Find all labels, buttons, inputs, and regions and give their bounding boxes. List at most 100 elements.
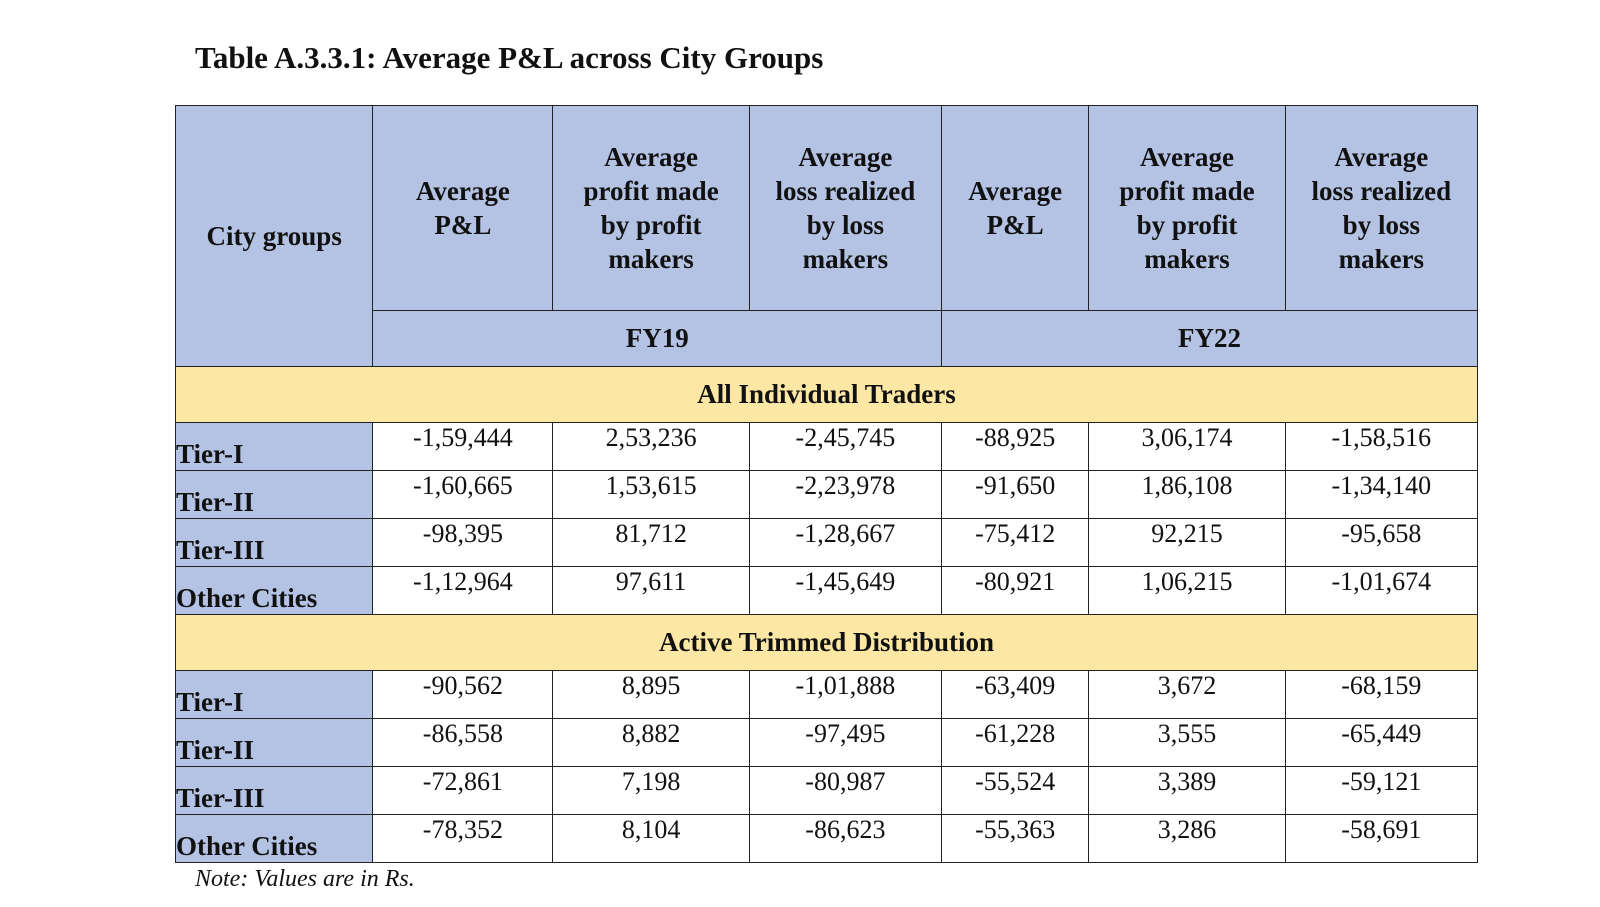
table-cell: 3,389	[1088, 766, 1286, 815]
table-cell: -1,12,964	[372, 566, 554, 615]
table-cell: -80,987	[748, 766, 943, 815]
table-cell: -2,23,978	[748, 470, 943, 519]
column-header-line: Average	[968, 176, 1063, 206]
column-header-line: makers	[608, 244, 694, 274]
section-title: All Individual Traders	[175, 366, 1478, 423]
table-cell: 8,882	[552, 718, 750, 767]
row-label: Tier-III	[174, 766, 374, 815]
row-label: Other Cities	[174, 566, 374, 615]
table-cell: -65,449	[1284, 718, 1479, 767]
table-cell: -55,524	[941, 766, 1090, 815]
column-header-line: profit made	[583, 176, 719, 206]
table-cell: -1,60,665	[372, 470, 554, 519]
table-cell: -86,558	[372, 718, 554, 767]
column-header-line: by profit	[600, 210, 702, 240]
year-row: FY19 FY22	[176, 310, 1478, 367]
table-cell: -1,01,674	[1284, 566, 1479, 615]
table-row: Tier-III -98,395 81,712 -1,28,667 -75,412 92,…	[174, 518, 1479, 567]
table-cell: 3,672	[1088, 670, 1286, 719]
column-header-line: P&L	[434, 210, 492, 240]
column-header-line: by profit	[1136, 210, 1238, 240]
table-cell: -1,01,888	[748, 670, 943, 719]
table-row: Tier-III -72,861 7,198 -80,987 -55,524 3,389-…	[174, 766, 1479, 815]
row-label: Tier-II	[174, 718, 374, 767]
table-row: Tier-II -1,60,665 1,53,615 -2,23,978 -91,650…	[174, 470, 1479, 519]
table-cell: 7,198	[552, 766, 750, 815]
table-cell: -61,228	[941, 718, 1090, 767]
table-cell: 1,53,615	[552, 470, 750, 519]
column-header: Average loss realized by loss makers	[748, 105, 943, 311]
table-cell: -1,45,649	[748, 566, 943, 615]
column-header-line: Average	[1334, 142, 1429, 172]
table-cell: 92,215	[1088, 518, 1286, 567]
table-cell: -78,352	[372, 814, 554, 863]
table-cell: -91,650	[941, 470, 1090, 519]
table-cell: -88,925	[941, 422, 1090, 471]
table-cell: -75,412	[941, 518, 1090, 567]
column-header-line: Average	[604, 142, 699, 172]
table-cell: -98,395	[372, 518, 554, 567]
table-cell: -95,658	[1284, 518, 1479, 567]
table-cell: -68,159	[1284, 670, 1479, 719]
column-header-line: makers	[1144, 244, 1230, 274]
table-cell: -1,58,516	[1284, 422, 1479, 471]
table-cell: 8,895	[552, 670, 750, 719]
table-cell: 1,86,108	[1088, 470, 1286, 519]
table-cell: -1,28,667	[748, 518, 943, 567]
table-row: Tier-I -90,562 8,895 -1,01,888 -63,409 3,672-…	[174, 670, 1479, 719]
table-cell: -86,623	[748, 814, 943, 863]
pl-table: City groups Average P&L Average profit m…	[174, 105, 1479, 863]
table-cell: -58,691	[1284, 814, 1479, 863]
table-cell: -55,363	[941, 814, 1090, 863]
table-cell: 3,286	[1088, 814, 1286, 863]
row-label: Tier-II	[174, 470, 374, 519]
row-label: Tier-I	[174, 670, 374, 719]
table-cell: -90,562	[372, 670, 554, 719]
column-header-line: by loss	[806, 210, 885, 240]
column-header: Average P&L	[941, 105, 1090, 311]
section-row: All Individual Traders	[175, 366, 1478, 423]
column-header-line: Average	[798, 142, 893, 172]
city-groups-header: City groups	[174, 105, 374, 367]
table-cell: 97,611	[552, 566, 750, 615]
table-cell: 81,712	[552, 518, 750, 567]
section-row: Active Trimmed Distribution	[175, 614, 1478, 671]
column-header-line: by loss	[1342, 210, 1420, 240]
table-cell: 3,555	[1088, 718, 1286, 767]
table-row: Tier-II -86,558 8,882 -97,495 -61,228 3,555 -6…	[174, 718, 1479, 767]
table-cell: -72,861	[372, 766, 554, 815]
table-row: Other Cities -1,12,964 97,611 -1,45,649 -80,…	[174, 566, 1479, 615]
year-header-fy22: FY22	[941, 310, 1478, 367]
table-note: Note: Values are in Rs.	[195, 866, 415, 892]
table-row: Tier-I -1,59,444 2,53,236 -2,45,745 -88,925 3…	[174, 422, 1479, 471]
table-cell: -63,409	[941, 670, 1090, 719]
table-cell: 2,53,236	[552, 422, 750, 471]
table-title: Table A.3.3.1: Average P&L across City G…	[195, 40, 824, 75]
table-cell: 1,06,215	[1088, 566, 1286, 615]
column-header-line: makers	[1338, 244, 1425, 274]
column-header-line: makers	[802, 244, 889, 274]
table-cell: -97,495	[748, 718, 943, 767]
table-cell: -80,921	[941, 566, 1090, 615]
section-title: Active Trimmed Distribution	[175, 614, 1478, 671]
table-cell: 3,06,174	[1088, 422, 1286, 471]
table-cell: -59,121	[1284, 766, 1479, 815]
table-body: All Individual Traders Tier-I -1,59,444 2,5…	[174, 366, 1479, 863]
year-header-fy19: FY19	[372, 310, 943, 367]
column-header-line: Average	[1140, 142, 1234, 172]
column-header-line: Average	[415, 176, 510, 206]
column-header: Average loss realized by loss makers	[1284, 105, 1479, 311]
row-label: Tier-III	[174, 518, 374, 567]
column-header-line: loss realized	[1311, 176, 1452, 206]
table-cell: -1,59,444	[372, 422, 554, 471]
column-header: Average P&L	[372, 105, 554, 311]
column-header-line: P&L	[986, 210, 1044, 240]
row-label: Tier-I	[174, 422, 374, 471]
table-cell: -2,45,745	[748, 422, 943, 471]
row-label: Other Cities	[174, 814, 374, 863]
table-cell: 8,104	[552, 814, 750, 863]
table-row: Other Cities -78,352 8,104 -86,623 -55,363 3,…	[174, 814, 1479, 863]
header-row: City groups Average P&L Average profit m…	[174, 105, 1479, 367]
column-header: Average profit made by profit makers	[1088, 105, 1286, 311]
column-header-line: loss realized	[775, 176, 916, 206]
